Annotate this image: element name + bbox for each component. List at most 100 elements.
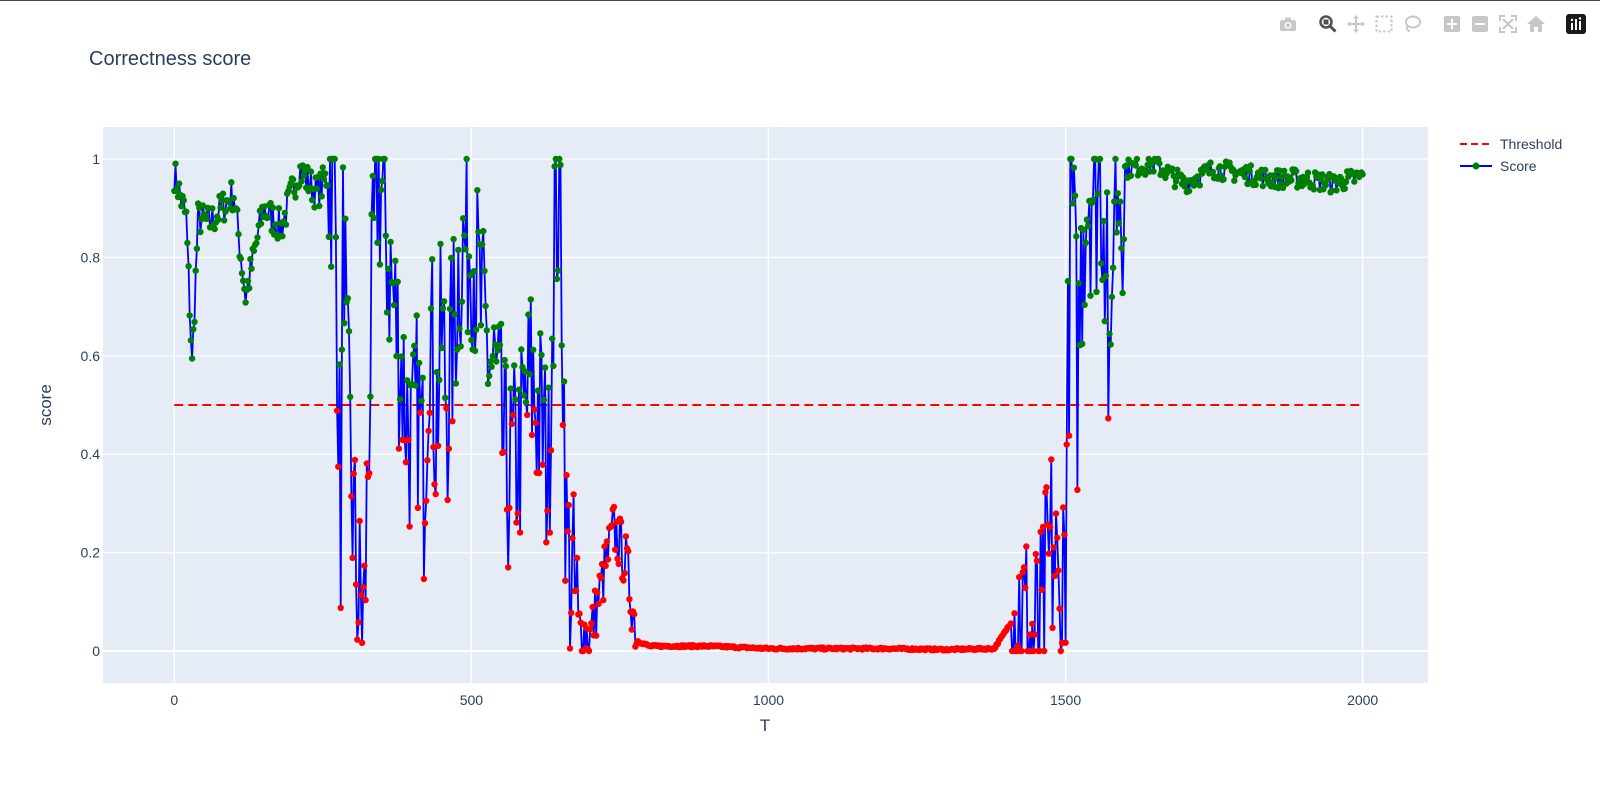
score-point <box>484 380 492 387</box>
score-point <box>512 396 519 403</box>
score-point <box>1084 222 1092 230</box>
score-point <box>1109 264 1117 271</box>
score-point <box>486 372 493 380</box>
score-point <box>1049 624 1056 631</box>
score-point <box>1036 647 1043 655</box>
score-point <box>1029 620 1036 628</box>
score-point <box>318 193 325 200</box>
score-point <box>190 326 197 333</box>
score-point <box>341 320 348 327</box>
score-point <box>1185 187 1193 195</box>
score-point <box>1031 631 1038 638</box>
score-point <box>211 225 218 233</box>
x-axis-title: T <box>760 716 770 735</box>
score-point <box>417 409 424 416</box>
score-point <box>253 239 260 247</box>
score-point <box>585 647 593 655</box>
zoom-icon[interactable] <box>1316 12 1340 36</box>
score-point <box>526 370 533 378</box>
score-point <box>387 238 394 246</box>
score-point <box>1020 564 1028 571</box>
score-point <box>180 197 187 204</box>
score-point <box>455 246 462 254</box>
score-point <box>1262 166 1269 174</box>
score-point <box>281 209 288 217</box>
score-point <box>492 341 499 348</box>
score-point <box>1052 510 1060 517</box>
box-select-icon[interactable] <box>1372 12 1396 36</box>
score-point <box>1089 196 1097 204</box>
camera-icon[interactable] <box>1276 12 1300 36</box>
score-point <box>1098 260 1105 267</box>
score-layer <box>171 155 1366 655</box>
score-point <box>1171 183 1179 191</box>
score-point <box>1068 155 1075 163</box>
score-point <box>589 603 596 611</box>
score-point <box>1310 186 1318 193</box>
legend-item-score[interactable]: Score <box>1458 155 1562 177</box>
score-point <box>1281 167 1288 175</box>
score-point <box>488 363 495 370</box>
y-tick-label: 0.2 <box>81 545 101 561</box>
score-point <box>406 523 413 530</box>
score-point <box>475 228 482 235</box>
score-point <box>240 277 247 284</box>
score-point <box>540 396 548 404</box>
score-point <box>421 520 429 527</box>
autoscale-icon[interactable] <box>1496 12 1520 36</box>
x-tick-label: 1500 <box>1050 692 1081 708</box>
score-point <box>434 442 442 449</box>
legend-label-threshold: Threshold <box>1500 136 1563 152</box>
legend-item-threshold[interactable]: Threshold <box>1458 133 1562 155</box>
score-point <box>443 405 450 412</box>
score-point <box>558 342 565 349</box>
score-point <box>393 352 400 360</box>
score-point <box>461 232 468 239</box>
pan-icon[interactable] <box>1344 12 1368 36</box>
score-point <box>505 564 512 571</box>
score-point <box>448 254 455 262</box>
score-point <box>1123 162 1130 169</box>
score-point <box>1014 642 1022 649</box>
score-point <box>382 232 389 239</box>
score-point <box>254 234 261 241</box>
zoom-in-icon[interactable] <box>1440 12 1464 36</box>
score-point <box>1359 171 1366 178</box>
score-point <box>282 221 290 228</box>
score-point <box>386 336 393 343</box>
score-point <box>538 351 545 359</box>
score-point <box>424 457 431 464</box>
lasso-select-icon[interactable] <box>1400 12 1424 36</box>
score-point <box>331 155 338 163</box>
score-point <box>1325 176 1332 183</box>
score-point <box>462 246 469 253</box>
score-point <box>457 343 464 350</box>
score-point <box>527 296 534 303</box>
score-point <box>497 320 505 328</box>
score-point <box>1319 171 1326 178</box>
score-point <box>551 163 558 170</box>
score-point <box>404 377 411 384</box>
score-point <box>191 318 198 326</box>
score-point <box>333 407 341 414</box>
score-point <box>1247 162 1255 169</box>
score-point <box>291 189 298 196</box>
score-point <box>617 518 625 525</box>
score-point <box>339 164 347 171</box>
home-icon[interactable] <box>1524 12 1548 36</box>
score-point <box>502 362 509 370</box>
plotly-logo-icon[interactable] <box>1564 12 1588 36</box>
score-point <box>545 384 552 391</box>
zoom-out-icon[interactable] <box>1468 12 1492 36</box>
score-point <box>1030 647 1037 655</box>
score-point <box>426 409 433 416</box>
score-point <box>405 436 412 444</box>
score-point <box>464 328 471 336</box>
score-point <box>172 160 179 167</box>
score-point <box>576 610 583 617</box>
score-point <box>1094 190 1101 197</box>
score-point <box>250 247 258 254</box>
score-point <box>292 194 299 201</box>
score-point <box>219 190 227 197</box>
